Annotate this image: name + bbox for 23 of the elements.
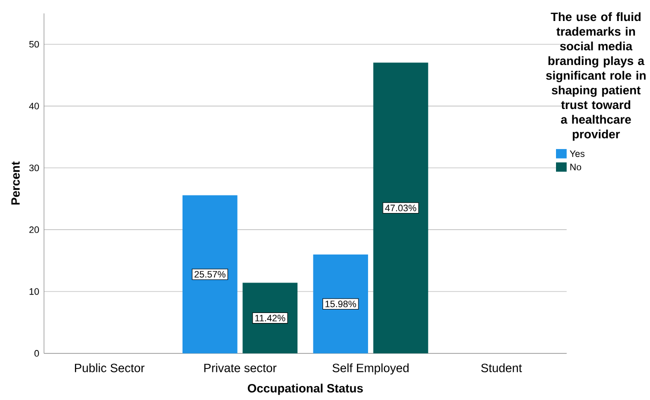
y-tick-label: 20 [29, 226, 39, 233]
legend-label: Yes [570, 150, 584, 157]
y-tick-label: 50 [29, 40, 39, 48]
data-label: 15.98% [326, 300, 356, 308]
bar [182, 195, 238, 354]
data-label: 25.57% [194, 271, 226, 278]
data-label: 11.42% [255, 314, 286, 322]
y-axis-title: Percent [11, 161, 20, 205]
y-tick-label: 0 [34, 350, 39, 357]
bar [313, 254, 368, 354]
x-tick-label: Public Sector [74, 363, 144, 372]
x-tick-label: Student [481, 363, 522, 372]
x-tick-label: Private sector [204, 363, 276, 372]
x-tick-label: Self Employed [332, 363, 409, 375]
y-tick-label: 40 [29, 102, 39, 110]
text: The use of fluid trademarks in social media branding plays a significant role in shaping patient trust toward a healthcare provider [546, 12, 646, 141]
bar [242, 282, 298, 354]
legend-label: No [570, 164, 582, 170]
y-tick-label: 30 [29, 164, 39, 172]
y-tick-label: 10 [30, 288, 39, 295]
bar [373, 62, 428, 354]
data-label: 47.03% [385, 204, 416, 212]
x-axis-title: Occupational Status [248, 384, 363, 395]
